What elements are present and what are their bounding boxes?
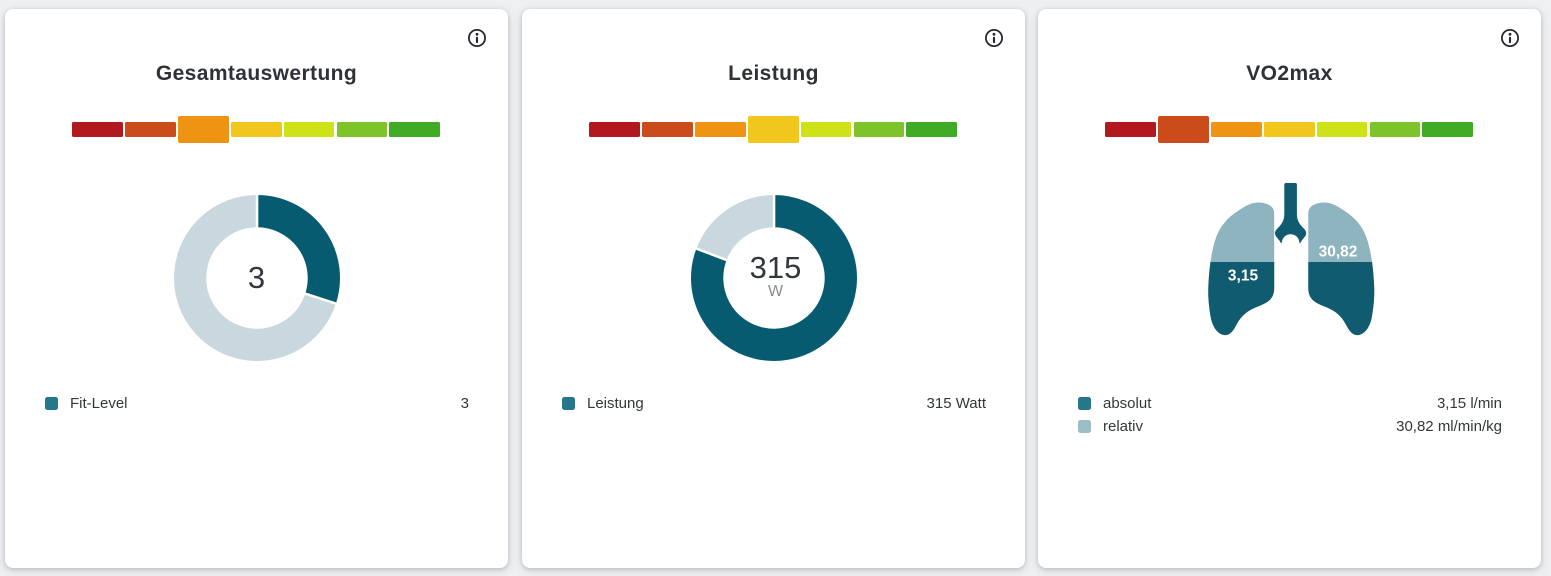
svg-text:30,82: 30,82: [1319, 244, 1358, 261]
svg-text:3,15: 3,15: [1228, 268, 1259, 285]
